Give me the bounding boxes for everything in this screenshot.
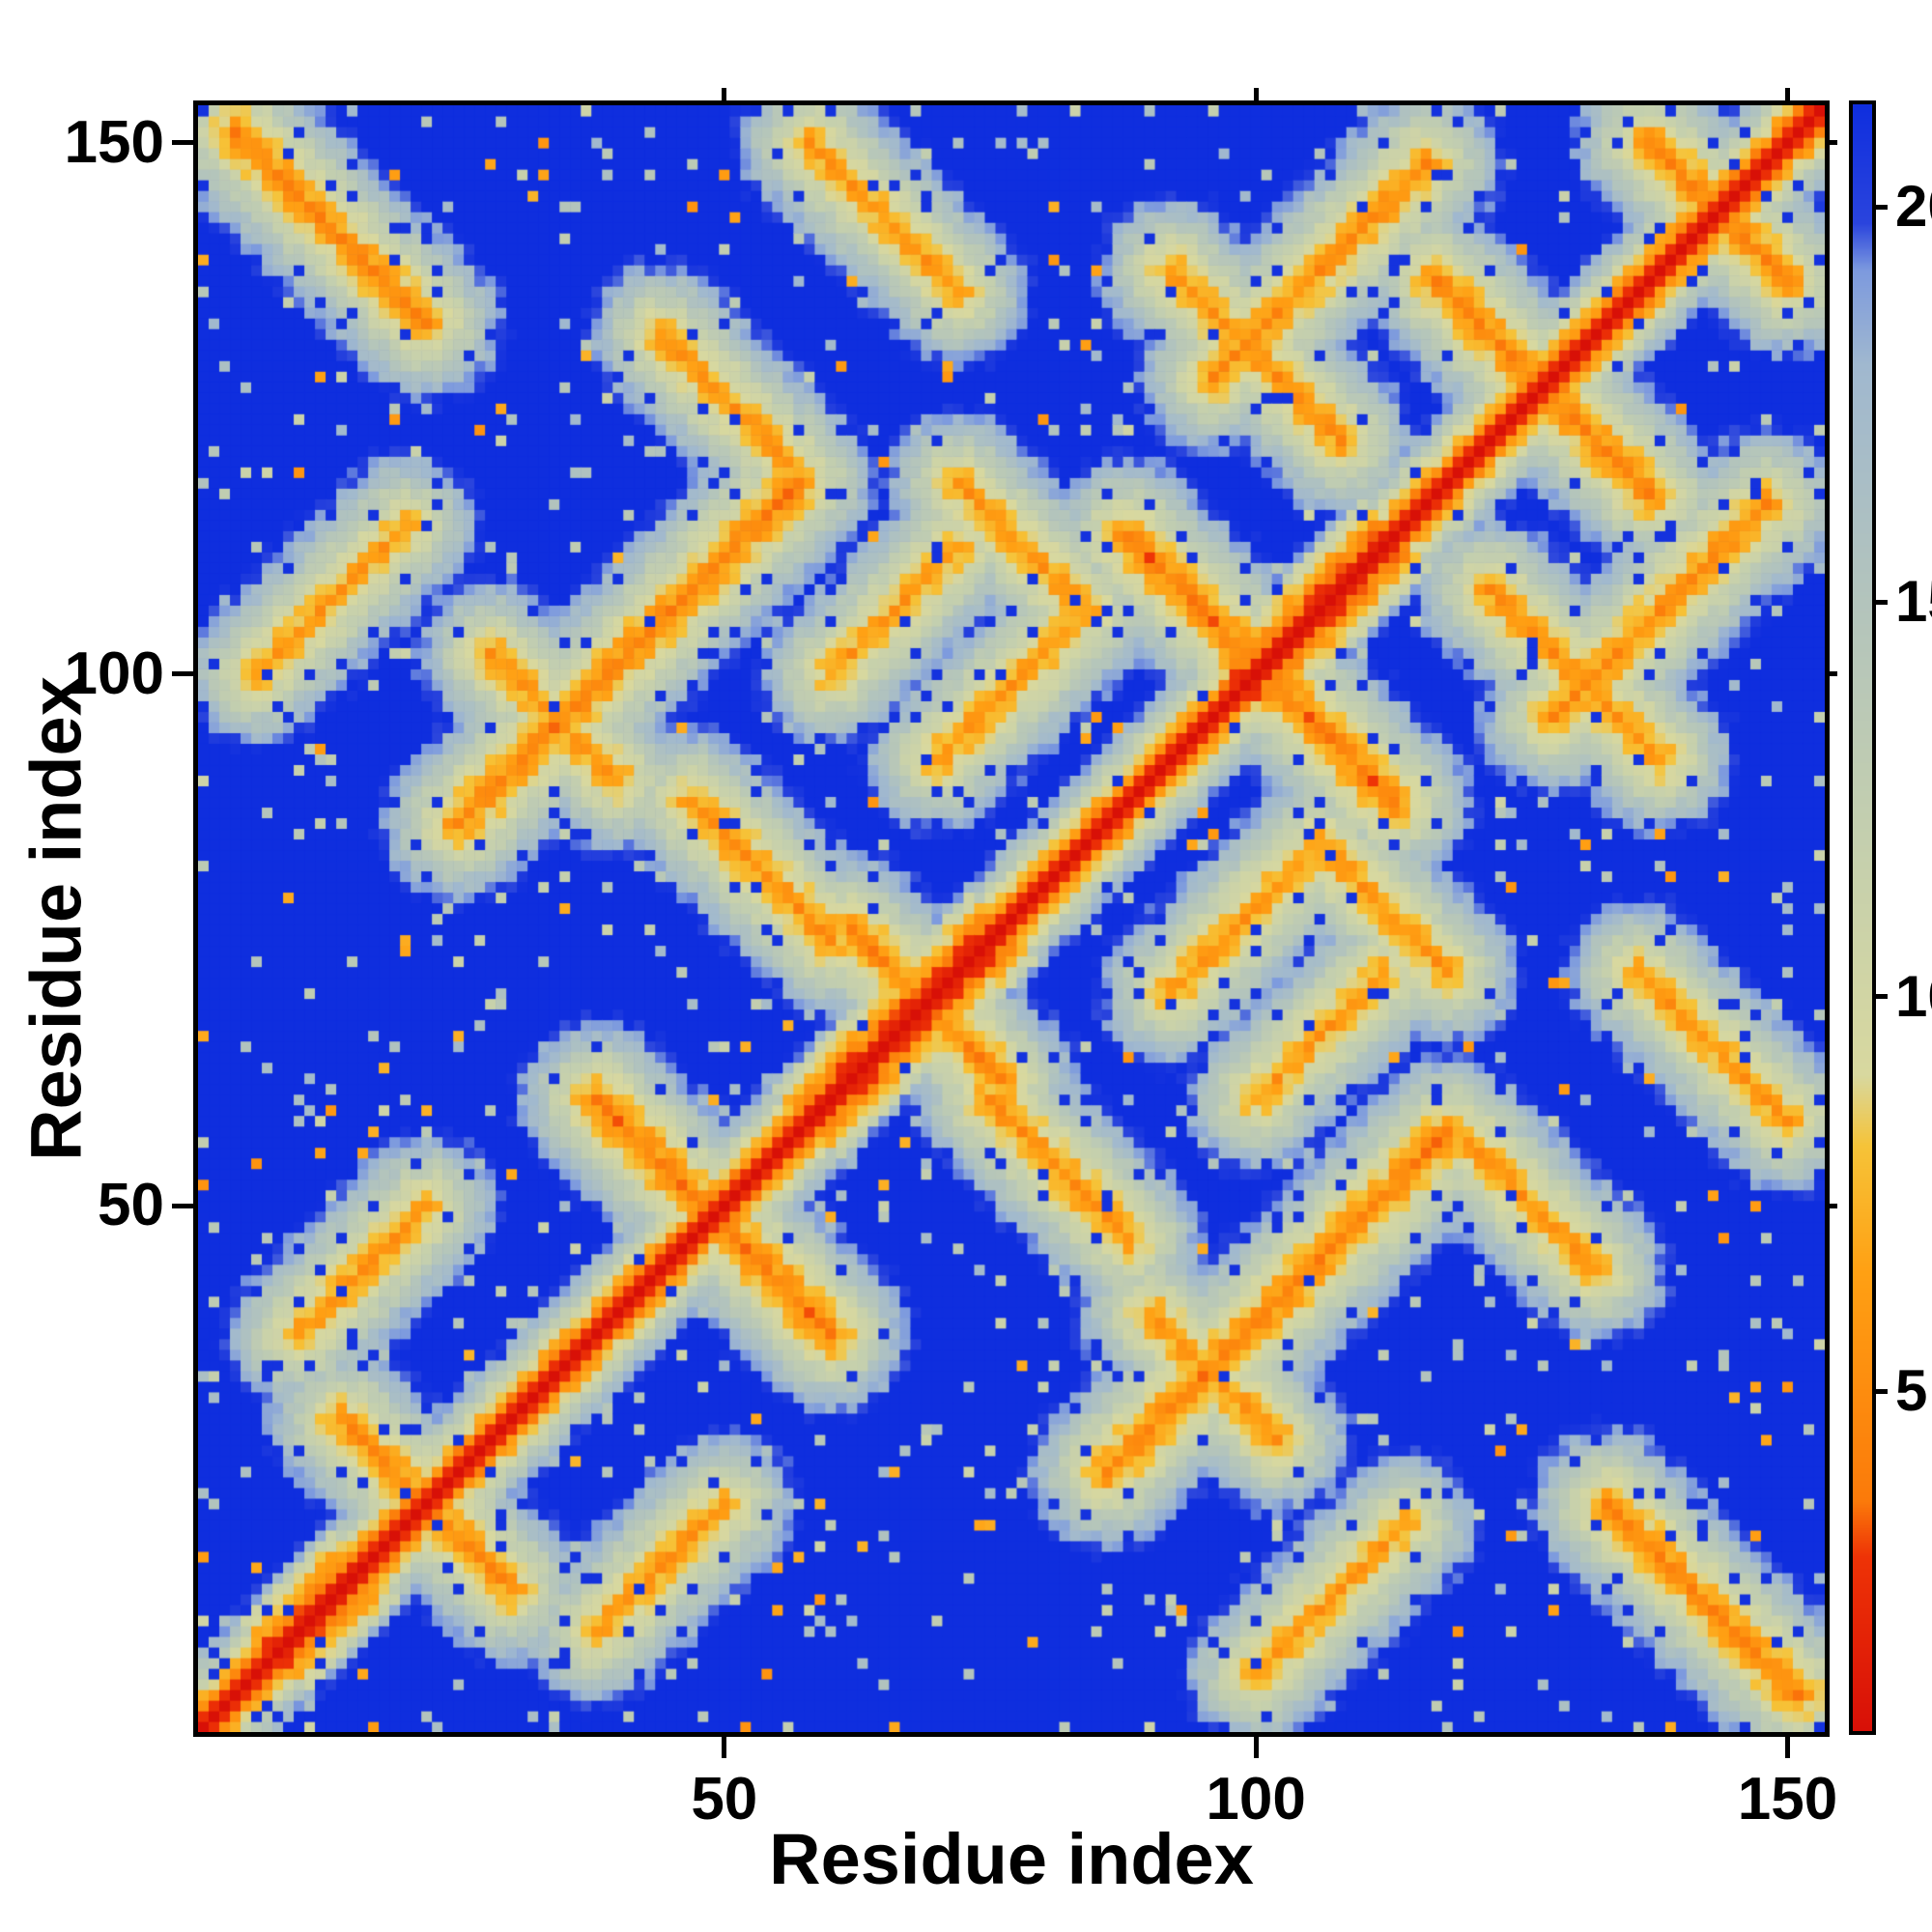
y-tick-right [1825,671,1837,677]
y-tick [172,140,193,146]
colorbar-tick [1876,994,1888,1000]
x-tick-label: 50 [691,1766,758,1833]
y-tick [172,671,193,677]
colorbar-tick [1876,599,1888,605]
x-tick-top [1253,88,1259,100]
colorbar-tick-label: 20 [1895,174,1932,240]
x-tick [1253,1737,1259,1758]
colorbar-tick-label: 10 [1895,963,1932,1029]
y-tick-right [1825,1203,1837,1208]
y-tick-right [1825,140,1837,146]
y-tick [172,1203,193,1208]
colorbar-canvas [1853,104,1872,1731]
heatmap-canvas [198,105,1825,1732]
colorbar-tick-label: 15 [1895,569,1932,634]
colorbar-tick [1876,1388,1888,1394]
y-tick-label: 100 [64,639,164,707]
x-tick-label: 150 [1737,1766,1838,1833]
y-tick-label: 150 [64,108,164,176]
x-tick-top [722,88,727,100]
colorbar-tick-label: 5 [1895,1358,1928,1424]
colorbar [1849,100,1876,1735]
heatmap-plot [193,100,1830,1737]
x-tick [722,1737,727,1758]
y-tick-label: 50 [98,1172,164,1239]
x-tick [1784,1737,1790,1758]
x-axis-label: Residue index [769,1819,1254,1899]
colorbar-tick [1876,204,1888,210]
x-tick-label: 100 [1206,1766,1306,1833]
y-axis-label: Residue index [15,676,97,1161]
x-tick-top [1784,88,1790,100]
